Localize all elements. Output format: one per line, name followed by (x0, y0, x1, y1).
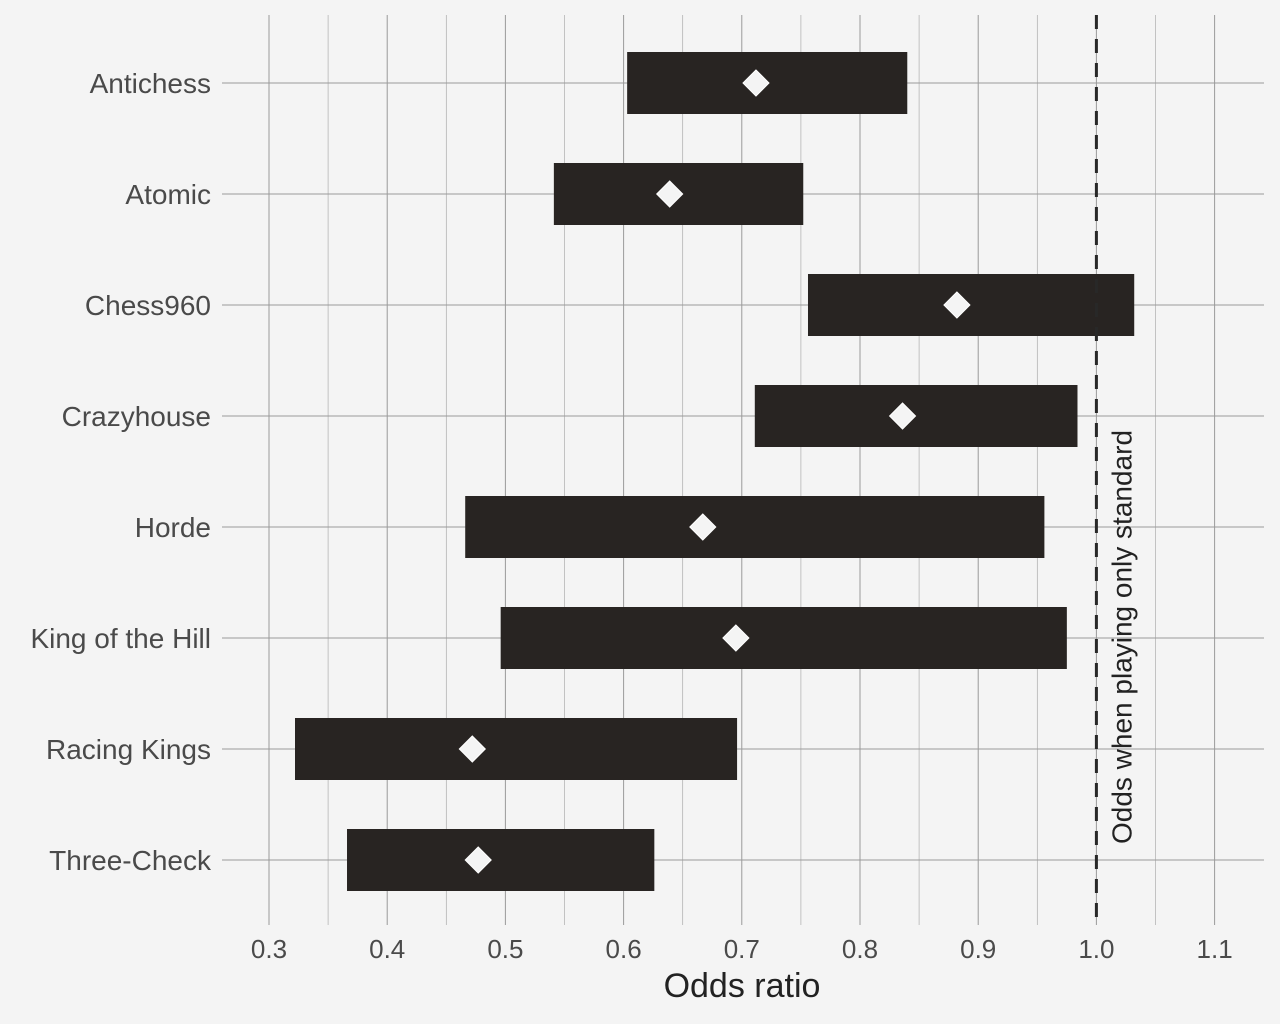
category-label: King of the Hill (30, 623, 211, 654)
reference-line-label: Odds when playing only standard (1106, 430, 1137, 844)
estimate-diamond (722, 624, 750, 652)
estimate-diamond (888, 402, 917, 430)
category-labels: Antichess Atomic Chess960 Crazyhouse Horde Ki… (30, 68, 212, 876)
estimate-diamond (943, 291, 971, 319)
ci-bar (295, 718, 738, 780)
ci-bar (347, 829, 655, 891)
estimate-diamond (464, 846, 492, 874)
x-tick-label: 0.3 (251, 934, 287, 964)
estimate-diamond (689, 513, 717, 541)
x-tick-label: 0.7 (724, 934, 760, 964)
category-label: Crazyhouse (62, 401, 211, 432)
estimate-markers (458, 69, 971, 874)
x-tick-label: 1.0 (1078, 934, 1114, 964)
x-tick-label: 0.5 (487, 934, 523, 964)
ci-bar (500, 607, 1067, 669)
x-tick-label: 0.9 (960, 934, 996, 964)
ci-bar (465, 496, 1045, 558)
confidence-interval-bars (295, 52, 1135, 891)
category-label: Horde (135, 512, 211, 543)
estimate-diamond (458, 735, 487, 763)
x-tick-label: 0.4 (369, 934, 405, 964)
category-label: Chess960 (85, 290, 211, 321)
x-tick-label: 0.8 (842, 934, 878, 964)
category-label: Atomic (125, 179, 211, 210)
x-tick-label: 0.6 (606, 934, 642, 964)
ci-bar (807, 274, 1135, 336)
category-label: Three-Check (49, 845, 212, 876)
x-tick-label: 1.1 (1197, 934, 1233, 964)
x-axis-title: Odds ratio (664, 967, 821, 1005)
estimate-diamond (742, 69, 770, 97)
estimate-diamond (655, 180, 684, 208)
x-tick-labels: 0.3 0.4 0.5 0.6 0.7 0.8 0.9 1.0 1.1 (251, 934, 1233, 964)
category-label: Racing Kings (46, 734, 211, 765)
category-label: Antichess (90, 68, 211, 99)
